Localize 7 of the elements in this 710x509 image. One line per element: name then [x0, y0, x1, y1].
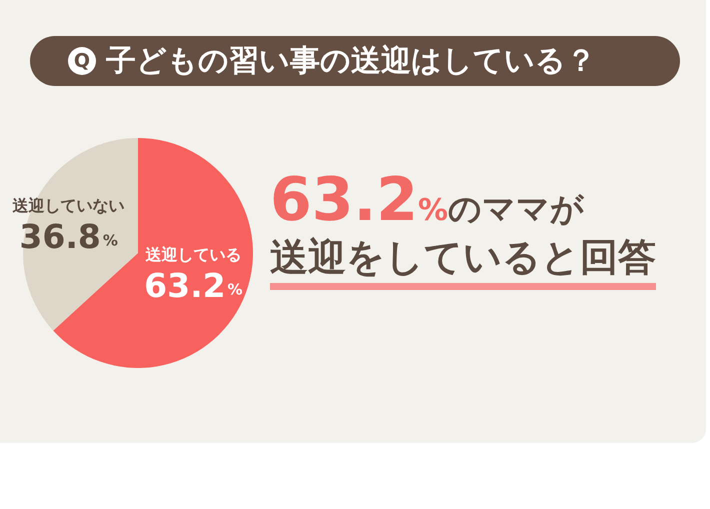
data-label: 63.2%	[144, 266, 243, 305]
data-label: 36.8%	[19, 217, 118, 256]
text: Q 子どもの習い事の送迎はしている？	[74, 44, 596, 78]
text: 63.2%のママが	[270, 165, 584, 235]
text: 送迎をしていると回答	[270, 235, 656, 279]
slice-label: 送迎していない	[12, 196, 125, 216]
slice-label: 送迎している	[144, 244, 242, 264]
